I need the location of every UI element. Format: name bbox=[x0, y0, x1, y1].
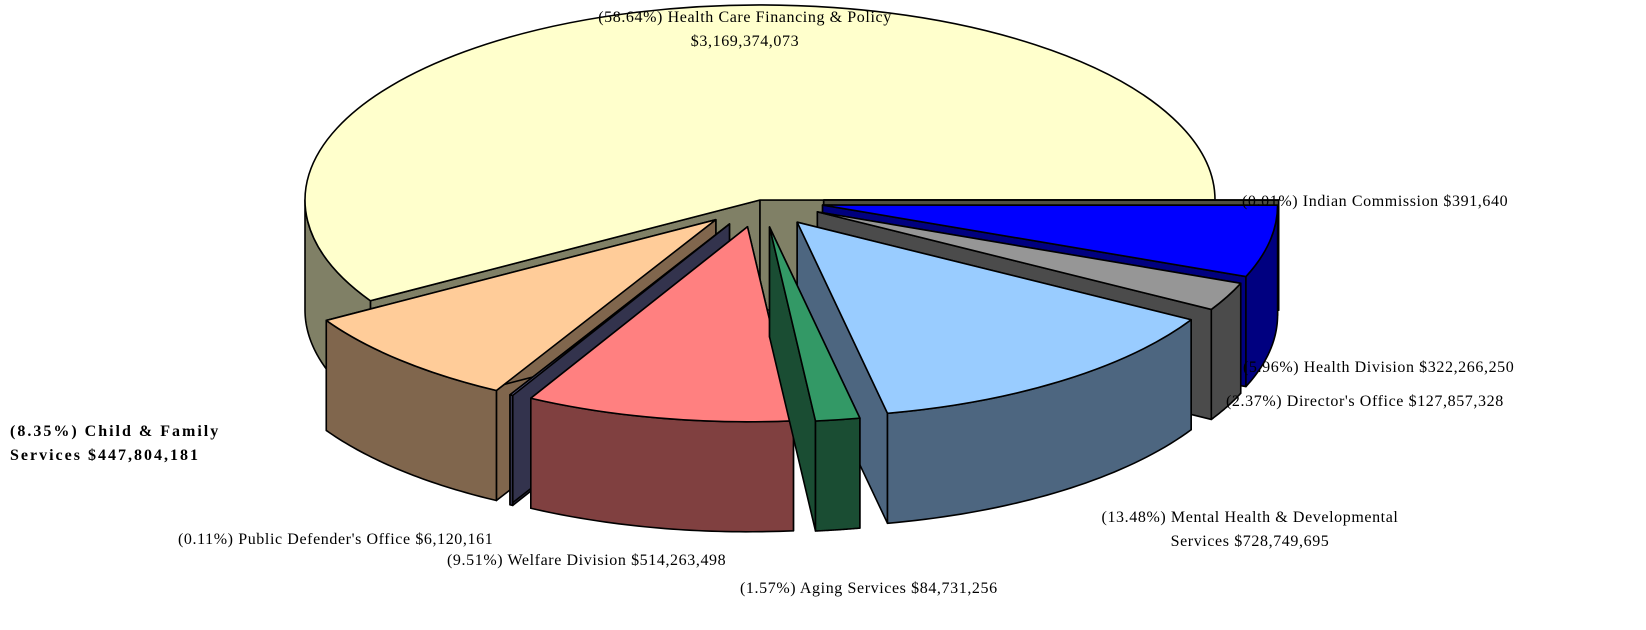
amount-label: $6,120,161 bbox=[415, 531, 494, 548]
slice-outer-wall bbox=[814, 417, 861, 532]
slice-label: (13.48%) Mental Health & Developmental S… bbox=[1100, 506, 1400, 554]
percent-label: (0.11%) bbox=[178, 531, 234, 548]
percent-label: (0.01%) bbox=[1242, 193, 1299, 210]
pie-slice bbox=[768, 226, 861, 532]
amount-label: $728,749,695 bbox=[1234, 533, 1330, 550]
percent-label: (9.51%) bbox=[447, 552, 504, 569]
amount-label: $127,857,328 bbox=[1408, 393, 1504, 410]
amount-label: $3,169,374,073 bbox=[690, 33, 800, 50]
percent-label: (2.37%) bbox=[1226, 393, 1283, 410]
slice-top bbox=[816, 211, 1242, 311]
slice-top bbox=[821, 204, 1279, 278]
slice-label: (5.96%) Health Division $322,266,250 bbox=[1243, 356, 1643, 380]
slice-label: (2.37%) Director's Office $127,857,328 bbox=[1226, 390, 1646, 414]
slice-outer-wall bbox=[509, 393, 514, 507]
slice-label: (8.35%) Child & Family Services $447,804… bbox=[10, 420, 272, 468]
amount-label: $84,731,256 bbox=[911, 580, 998, 597]
amount-label: $322,266,250 bbox=[1419, 359, 1515, 376]
slice-top bbox=[768, 226, 861, 422]
category-label: Aging Services bbox=[799, 580, 907, 597]
slice-top bbox=[304, 4, 1216, 302]
category-label: Health Division bbox=[1303, 359, 1415, 376]
slice-label: (0.01%) Indian Commission $391,640 bbox=[1242, 190, 1642, 214]
percent-label: (13.48%) bbox=[1101, 509, 1167, 526]
slice-top bbox=[530, 225, 795, 423]
slice-top bbox=[796, 221, 1192, 415]
category-label: Public Defender's Office bbox=[238, 531, 411, 548]
category-label: Director's Office bbox=[1286, 393, 1404, 410]
slice-label: (58.64%) Health Care Financing & Policy … bbox=[555, 6, 935, 54]
slice-label: (1.57%) Aging Services $84,731,256 bbox=[740, 577, 1140, 601]
pie-slice bbox=[530, 225, 795, 533]
category-label: Indian Commission bbox=[1302, 193, 1439, 210]
amount-label: $391,640 bbox=[1443, 193, 1509, 210]
percent-label: (5.96%) bbox=[1243, 359, 1300, 376]
category-label: Mental Health & Developmental Services bbox=[1170, 509, 1399, 550]
amount-label: $514,263,498 bbox=[631, 552, 727, 569]
slice-top bbox=[509, 223, 731, 397]
category-label: Child & Family Services bbox=[10, 423, 221, 464]
percent-label: (1.57%) bbox=[740, 580, 797, 597]
percent-label: (58.64%) bbox=[598, 9, 663, 26]
slice-label: (9.51%) Welfare Division $514,263,498 bbox=[447, 549, 847, 573]
slice-label: (0.11%) Public Defender's Office $6,120,… bbox=[178, 528, 578, 552]
pie-slice bbox=[796, 221, 1192, 525]
amount-label: $447,804,181 bbox=[87, 447, 200, 464]
slice-top bbox=[325, 218, 717, 392]
category-label: Health Care Financing & Policy bbox=[667, 9, 892, 26]
category-label: Welfare Division bbox=[507, 552, 627, 569]
percent-label: (8.35%) bbox=[10, 423, 79, 440]
